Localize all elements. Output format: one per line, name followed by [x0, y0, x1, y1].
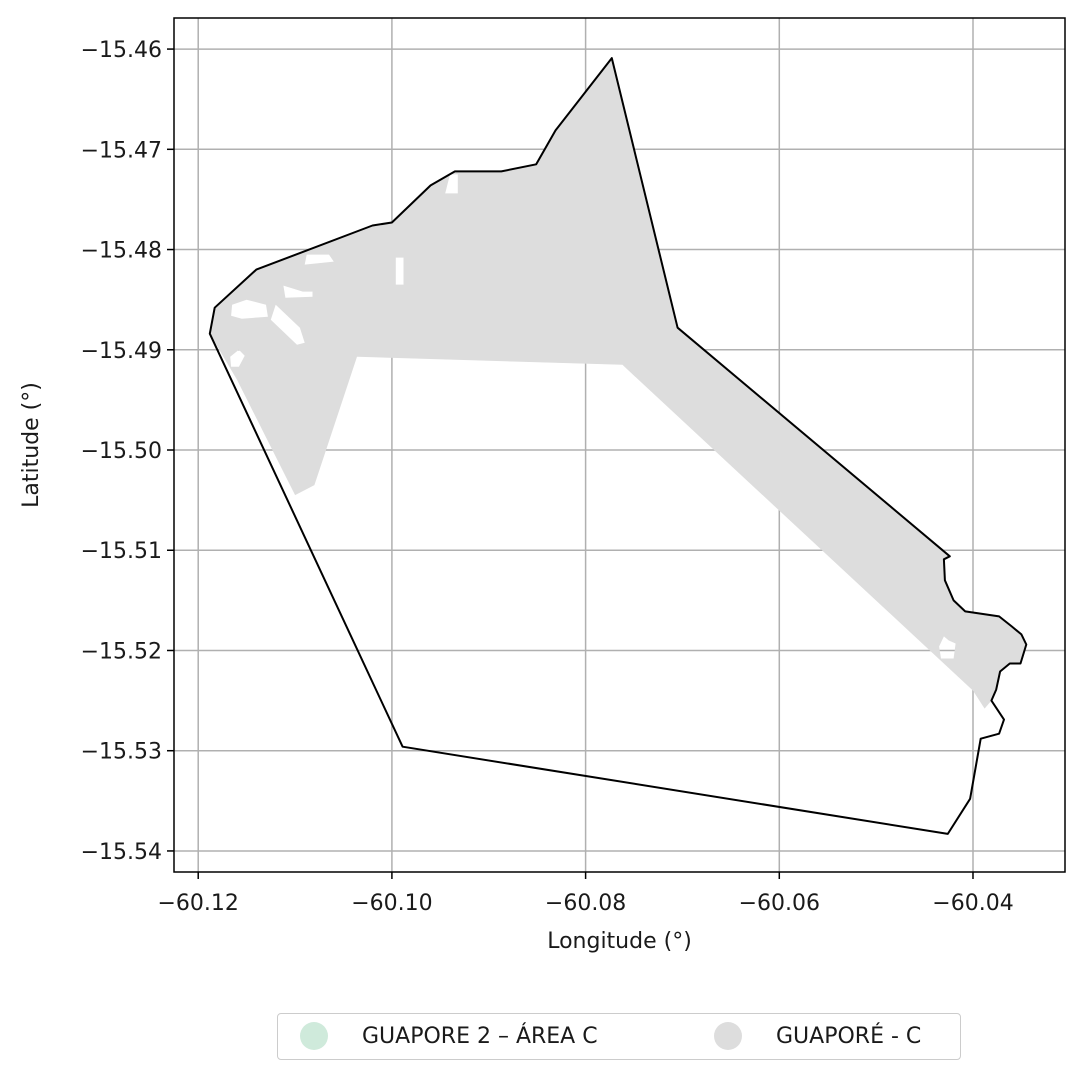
y-tick-label: −15.54 — [81, 840, 162, 865]
plot-frame — [173, 17, 1066, 873]
legend-item-guapore-2-area-c: GUAPORE 2 – ÁREA C — [300, 1022, 598, 1050]
y-tick-label: −15.49 — [81, 339, 162, 364]
y-tick-label: −15.50 — [81, 439, 162, 464]
legend-label: GUAPORÉ - C — [776, 1023, 922, 1049]
legend-marker-circle-icon — [300, 1022, 328, 1050]
x-tick-label: −60.12 — [158, 891, 239, 916]
x-axis: −60.12 −60.10 −60.08 −60.06 −60.04 — [158, 872, 1014, 916]
fill-layer — [209, 58, 1027, 709]
x-axis-title: Longitude (°) — [547, 929, 692, 954]
y-tick-label: −15.46 — [81, 38, 162, 63]
y-tick-label: −15.47 — [81, 138, 162, 163]
plot-area — [173, 17, 1066, 873]
x-tick-label: −60.10 — [351, 891, 432, 916]
legend-item-guapore-c: GUAPORÉ - C — [714, 1022, 921, 1050]
legend-label: GUAPORE 2 – ÁREA C — [362, 1023, 598, 1049]
y-axis-title: Latitude (°) — [19, 382, 44, 508]
y-tick-label: −15.51 — [81, 539, 162, 564]
y-tick-label: −15.53 — [81, 740, 162, 765]
legend-marker-circle-icon — [714, 1022, 742, 1050]
x-tick-label: −60.04 — [932, 891, 1013, 916]
x-tick-label: −60.08 — [545, 891, 626, 916]
outline-layer — [208, 57, 1028, 835]
legend: GUAPORE 2 – ÁREA C GUAPORÉ - C — [277, 1013, 961, 1060]
guapore-2-area-c-boundary — [208, 57, 1028, 835]
x-tick-label: −60.06 — [739, 891, 820, 916]
y-tick-label: −15.48 — [81, 239, 162, 264]
y-tick-label: −15.52 — [81, 639, 162, 664]
y-axis: −15.46 −15.47 −15.48 −15.49 −15.50 −15.51 −15.… — [81, 38, 174, 865]
guapore-c-area — [209, 58, 1027, 709]
